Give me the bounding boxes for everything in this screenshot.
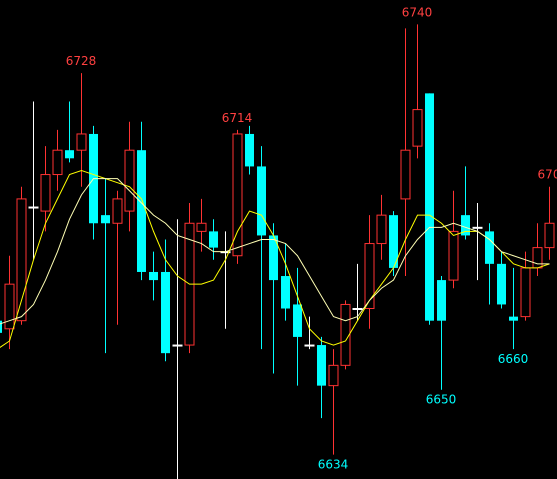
candle-body <box>340 303 351 366</box>
low-label: 6660 <box>498 352 529 366</box>
high-label: 6714 <box>222 111 253 125</box>
candle-body <box>76 133 87 151</box>
candle-body <box>520 267 531 318</box>
candle-body <box>101 215 110 224</box>
candle-body <box>544 222 555 249</box>
candle-body <box>281 276 290 309</box>
candle-body <box>352 308 363 311</box>
candle-body <box>65 150 74 159</box>
candle-body <box>172 344 183 347</box>
candle-body <box>509 316 518 321</box>
moving-average-line <box>0 169 550 349</box>
candle-body <box>328 364 339 387</box>
candle-body <box>269 235 278 281</box>
candle-body <box>124 149 135 212</box>
candle-body <box>437 280 446 321</box>
candle-body <box>16 198 27 322</box>
candle-body <box>257 166 266 236</box>
high-label: 6740 <box>402 5 433 19</box>
candle-body <box>40 174 51 212</box>
low-label: 6650 <box>426 393 457 407</box>
candle-body <box>412 109 423 147</box>
candle-body <box>461 215 470 236</box>
candle-body <box>304 344 315 347</box>
candle-body <box>485 231 494 264</box>
candle-body <box>232 133 243 257</box>
candle-body <box>149 271 158 281</box>
candle-body <box>425 93 434 321</box>
moving-average-line <box>0 178 550 325</box>
high-label: 6728 <box>66 54 97 68</box>
candle-body <box>497 263 506 305</box>
candle-body <box>293 304 302 337</box>
candle-body <box>472 226 483 229</box>
candle-body <box>364 243 375 310</box>
candle-body <box>376 214 387 245</box>
candle-body <box>245 133 254 167</box>
candle-body <box>28 206 39 209</box>
candle-body <box>196 222 207 232</box>
candle-body <box>317 345 326 386</box>
candle-body <box>532 247 543 269</box>
candle-body <box>4 283 15 330</box>
candle-body <box>400 149 411 200</box>
candle-body <box>112 198 123 224</box>
candle-body <box>209 231 218 248</box>
candle-body <box>0 320 2 333</box>
candle-body <box>448 230 459 281</box>
low-label: 6634 <box>318 458 349 472</box>
candle-body <box>389 215 398 268</box>
high-label: 670 <box>538 168 557 182</box>
candle-body <box>161 271 170 354</box>
candle-body <box>52 149 63 176</box>
candle-body <box>137 150 146 272</box>
